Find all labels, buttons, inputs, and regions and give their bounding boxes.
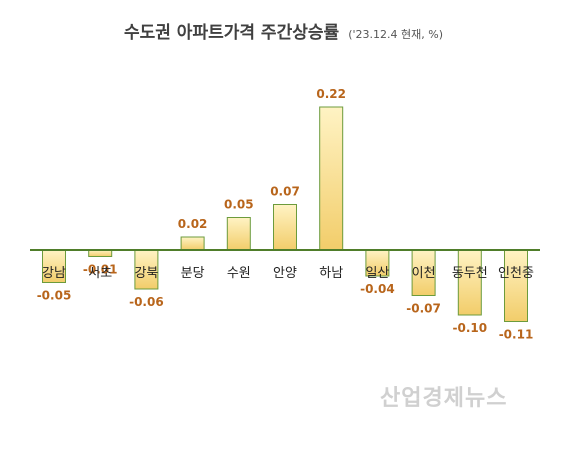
value-label: 0.02: [178, 217, 208, 231]
value-label: -0.05: [37, 289, 72, 303]
chart-title: 수도권 아파트가격 주간상승률: [123, 23, 340, 43]
category-label: 수원: [227, 266, 251, 281]
value-label: -0.10: [453, 321, 488, 335]
category-label: 이천: [412, 266, 436, 281]
value-label: -0.01: [83, 263, 118, 277]
category-label: 인천중: [498, 266, 534, 281]
category-label: 서초: [88, 266, 112, 281]
value-label: 0.05: [224, 198, 254, 212]
bar-분당: [180, 236, 205, 251]
category-label: 하남: [319, 266, 343, 281]
value-label: -0.07: [406, 302, 441, 316]
value-label: -0.06: [129, 295, 164, 309]
watermark: 산업경제뉴스: [380, 386, 508, 411]
value-label: 0.07: [270, 185, 300, 199]
value-label: -0.11: [499, 328, 534, 342]
value-label: 0.22: [316, 87, 346, 101]
bar-수원: [226, 217, 251, 251]
value-label: -0.04: [360, 282, 395, 296]
chart-title-row: 수도권 아파트가격 주간상승률 ('23.12.4 현재, %): [0, 18, 567, 43]
bar-인천중: [504, 249, 528, 322]
chart-subtitle: ('23.12.4 현재, %): [348, 28, 444, 41]
category-label: 동두천: [452, 266, 488, 281]
bar-하남: [319, 106, 344, 251]
category-label: 분당: [181, 266, 205, 281]
bar-안양: [273, 204, 297, 251]
category-label: 강북: [134, 266, 158, 281]
category-label: 안양: [273, 266, 297, 281]
category-label: 일산: [365, 266, 389, 281]
bar-동두천: [457, 249, 482, 316]
category-label: 강남: [42, 266, 66, 281]
